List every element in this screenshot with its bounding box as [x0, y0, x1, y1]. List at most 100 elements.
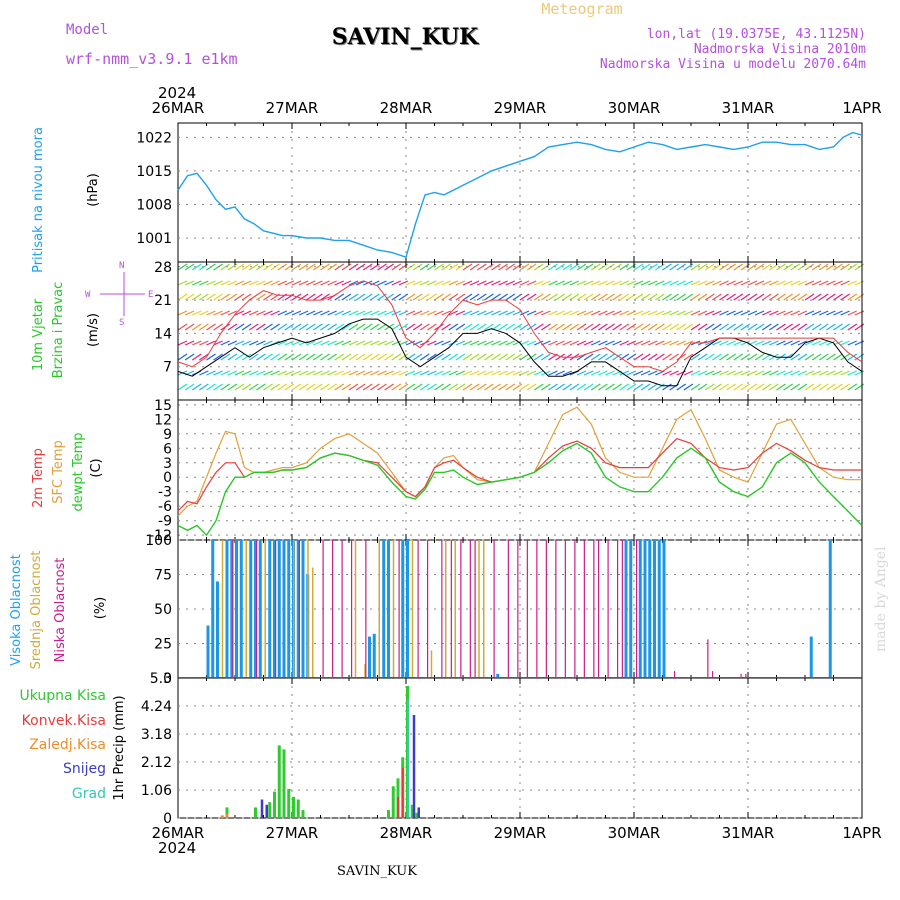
- low-cloud-bar: [636, 540, 638, 678]
- wind-speed-line: [177, 318, 863, 387]
- wind-barb: [313, 383, 323, 391]
- wind-barb: [370, 310, 380, 316]
- wind-barb: [519, 323, 530, 331]
- wind-barb: [348, 340, 359, 346]
- sfc-temp-line: [177, 406, 862, 517]
- wind-barb: [712, 280, 722, 286]
- wind-barb: [298, 370, 309, 376]
- mid-cloud-bar: [445, 540, 447, 678]
- wind-gust-line: [177, 280, 863, 372]
- wind-barb: [284, 280, 295, 286]
- wind-barb: [733, 370, 743, 376]
- high-cloud-bar: [277, 540, 281, 678]
- wind-barb: [384, 353, 394, 361]
- wind-barb: [284, 323, 295, 331]
- wind-barb: [576, 310, 587, 316]
- precip-label-conv: Konvek.Kisa: [22, 713, 106, 729]
- wind-barb: [184, 280, 195, 286]
- wind-barb: [783, 263, 793, 271]
- snow-bar: [260, 799, 264, 818]
- wind-barb: [776, 323, 786, 331]
- wind-barb: [754, 323, 765, 331]
- precip-tick-label: 0: [163, 811, 172, 827]
- wind-barb: [583, 323, 594, 331]
- temp-tick-label: -6: [158, 499, 172, 515]
- wind-barb: [377, 353, 387, 361]
- low-cloud-bar: [232, 540, 234, 678]
- wind-barb: [662, 353, 672, 361]
- wind-compass: N S W E: [85, 261, 153, 328]
- wind-barb: [412, 323, 423, 331]
- high-cloud-bar: [372, 633, 376, 678]
- wind-barb: [291, 370, 302, 376]
- wind-barb: [469, 293, 480, 301]
- wind-barb: [184, 340, 195, 346]
- wind-barb: [412, 353, 423, 361]
- wind-barb: [626, 353, 637, 361]
- wind-barb: [498, 370, 508, 376]
- wind-barb: [234, 310, 245, 316]
- wind-barb: [320, 370, 330, 376]
- wind-barb: [348, 293, 359, 301]
- time-label-top: 29MAR: [494, 99, 547, 117]
- wind-barb: [776, 370, 786, 376]
- wind-barb: [690, 383, 701, 391]
- wind-barb: [270, 370, 280, 376]
- low-cloud-bar: [351, 540, 353, 678]
- wind-barb: [633, 383, 644, 391]
- wind-barb: [740, 323, 751, 331]
- wind-barb: [790, 280, 800, 286]
- wind-title-2: Brzina i Pravac: [51, 282, 66, 379]
- high-cloud-bar: [653, 540, 656, 678]
- wind-barb: [612, 383, 622, 391]
- wind-barb: [505, 340, 515, 346]
- wind-barb: [683, 323, 694, 331]
- total-rain-bar: [268, 802, 272, 818]
- time-label-top: 31MAR: [722, 99, 775, 117]
- wind-barb: [719, 353, 729, 361]
- wind-barb: [305, 323, 316, 331]
- wind-barb: [683, 280, 694, 286]
- wind-barb: [441, 310, 451, 316]
- wind-barb: [270, 383, 280, 391]
- wind-barb: [377, 383, 387, 391]
- wind-barb: [662, 370, 672, 376]
- model-altitude-label: Nadmorska Visina u modelu 2070.64m: [600, 57, 866, 72]
- wind-barb: [384, 370, 394, 376]
- wind-barb: [719, 310, 729, 316]
- wind-barb: [191, 383, 202, 391]
- wind-barb: [206, 293, 216, 301]
- wind-barb: [598, 340, 608, 346]
- wind-barb: [519, 353, 530, 361]
- wind-barb: [455, 340, 466, 346]
- wind-barb: [534, 370, 544, 376]
- wind-barb: [284, 340, 295, 346]
- wind-barb: [826, 323, 836, 331]
- wind-barb: [206, 310, 216, 316]
- wind-barb: [719, 280, 729, 286]
- wind-barb: [199, 323, 209, 331]
- wind-barb: [355, 293, 366, 301]
- wind-barb: [804, 323, 815, 331]
- wind-barb: [697, 310, 708, 316]
- wind-barb: [405, 353, 416, 361]
- wind-barb: [840, 353, 850, 361]
- wind-barb: [626, 323, 637, 331]
- wind-barb: [448, 383, 459, 391]
- wind-barb: [633, 280, 644, 286]
- wind-barb: [370, 370, 380, 376]
- wind-barb: [341, 383, 352, 391]
- wind-barb: [306, 370, 316, 376]
- wind-barb: [690, 310, 701, 316]
- wind-barb: [391, 383, 402, 391]
- wind-barb: [192, 280, 202, 286]
- wind-barb: [712, 340, 722, 346]
- wind-barb: [655, 383, 665, 391]
- wind-barb: [227, 293, 238, 301]
- wind-barb: [619, 280, 629, 286]
- wind-barb: [590, 383, 601, 391]
- precip-label-frz: Zaledj.Kisa: [29, 737, 106, 753]
- wind-barb: [191, 293, 202, 301]
- wind-barb: [377, 280, 387, 286]
- low-cloud-bar: [583, 540, 585, 678]
